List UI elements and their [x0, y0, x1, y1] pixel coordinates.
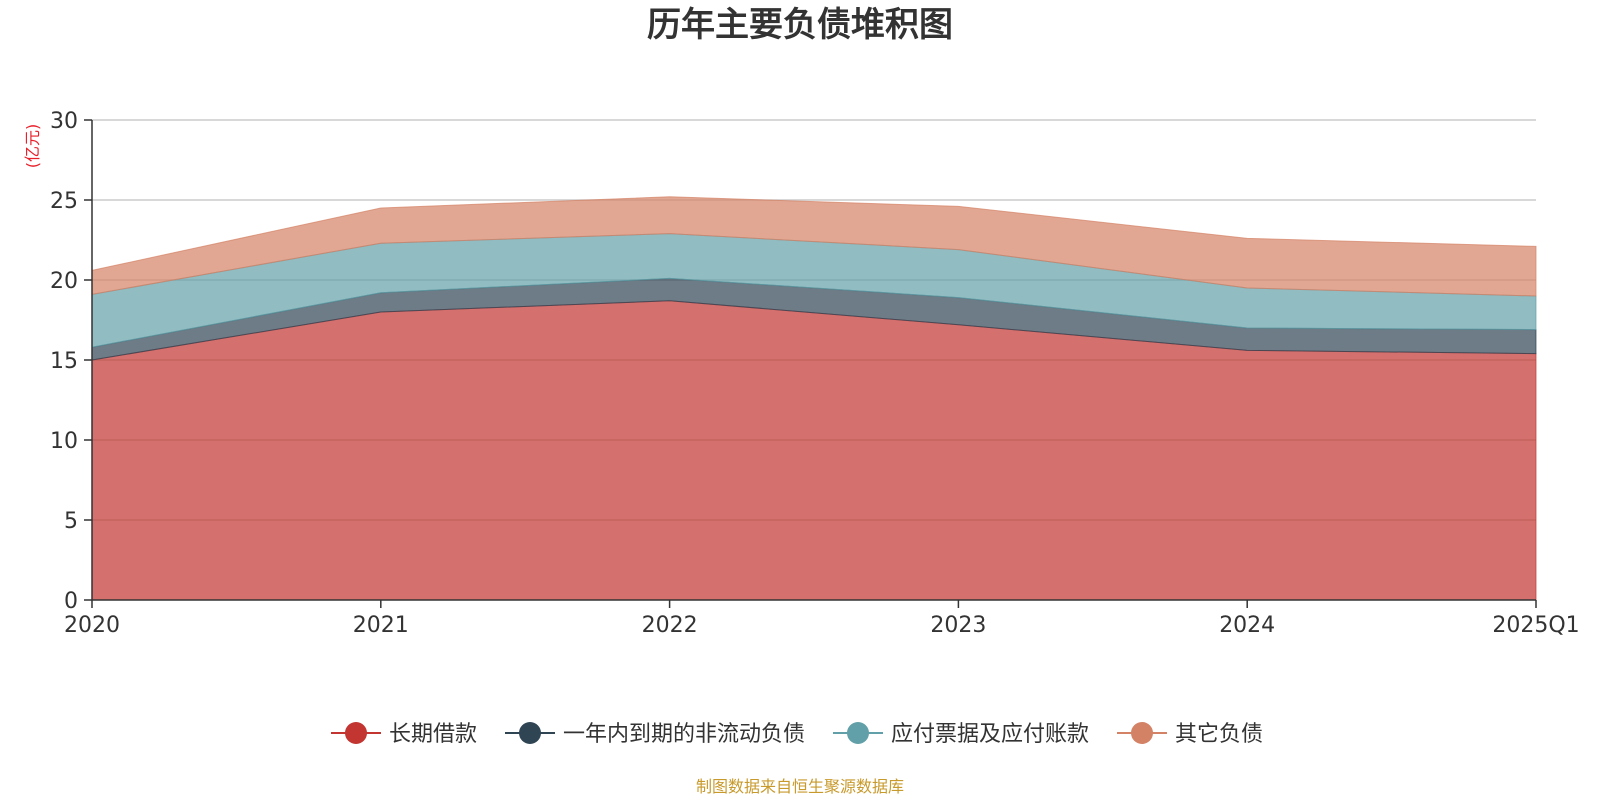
x-tick-label: 2024 [1219, 613, 1275, 638]
legend-item-0[interactable]: 长期借款 [331, 722, 477, 747]
area-series-3 [91, 196, 1537, 297]
x-tick-label: 2020 [64, 613, 120, 638]
y-tick-label: 0 [64, 589, 78, 614]
y-tick-label: 20 [50, 269, 78, 294]
chart-title: 历年主要负债堆积图 [647, 5, 953, 45]
y-tick-label: 15 [50, 349, 78, 374]
legend-label: 一年内到期的非流动负债 [563, 722, 805, 747]
x-tick-label: 2023 [930, 613, 986, 638]
x-tick-label: 2022 [642, 613, 698, 638]
y-tick-label: 25 [50, 189, 78, 214]
y-tick-label: 30 [50, 109, 78, 134]
legend-item-3[interactable]: 其它负债 [1117, 722, 1263, 747]
y-tick-label: 10 [50, 429, 78, 454]
y-tick-label: 5 [64, 509, 78, 534]
legend-label: 长期借款 [389, 722, 477, 747]
legend-marker [519, 722, 541, 744]
legend-marker [847, 722, 869, 744]
unit-label: (亿元) [23, 124, 42, 169]
x-tick-label: 2021 [353, 613, 409, 638]
x-tick-label: 2025Q1 [1492, 613, 1579, 638]
source-note: 制图数据来自恒生聚源数据库 [696, 777, 904, 796]
axes: 0 5 10 15 20 25 30 2020 2021 2022 2023 2024 2025Q1 [50, 109, 1580, 638]
legend-item-1[interactable]: 一年内到期的非流动负债 [505, 722, 805, 747]
legend-label: 应付票据及应付账款 [891, 722, 1089, 747]
legend: 长期借款 一年内到期的非流动负债 应付票据及应付账款 其它负债 [331, 722, 1263, 747]
legend-marker [1131, 722, 1153, 744]
legend-item-2[interactable]: 应付票据及应付账款 [833, 722, 1089, 747]
legend-marker [345, 722, 367, 744]
legend-label: 其它负债 [1175, 722, 1263, 747]
area-series-group [91, 196, 1537, 601]
